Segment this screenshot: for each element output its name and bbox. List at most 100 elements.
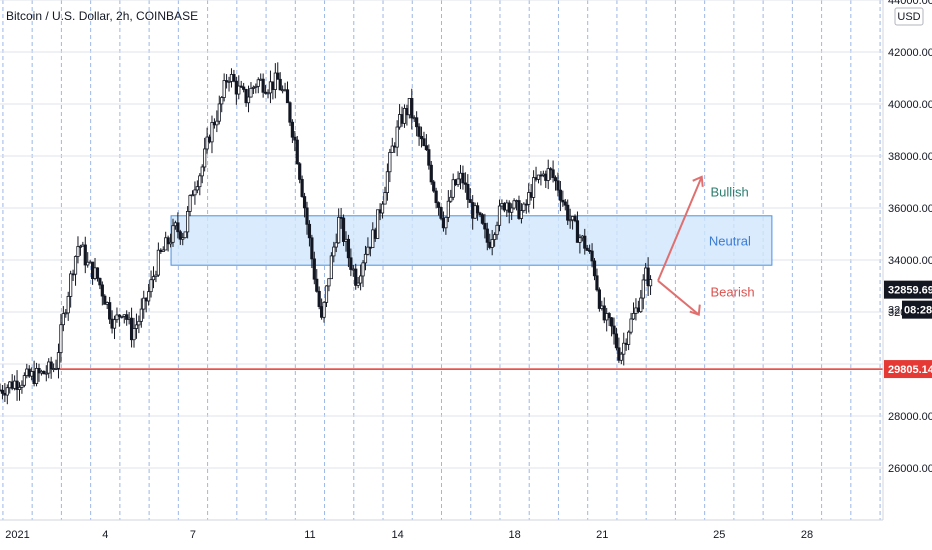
price-tick-label: 42000.00 [888, 47, 932, 59]
candle-body [149, 279, 153, 293]
candle-body [558, 189, 563, 201]
candle-body [139, 308, 143, 322]
candle-body [639, 297, 643, 313]
candle-body [359, 275, 363, 284]
candle-body [254, 85, 258, 88]
candle-body [285, 89, 290, 104]
candle-body [646, 267, 650, 287]
candle-body [220, 97, 224, 105]
candle-body [237, 85, 241, 95]
time-tick-label: 25 [713, 529, 725, 541]
candle-body [575, 220, 580, 243]
candle-body [427, 149, 431, 166]
candle-body [337, 216, 341, 244]
candle-body [631, 313, 636, 320]
candle-body [232, 74, 236, 82]
candle-body [415, 117, 419, 128]
candle-body [176, 222, 180, 233]
candle-body [566, 204, 570, 221]
candle-body [478, 212, 482, 216]
candle-body [629, 318, 633, 333]
candle-body [553, 177, 558, 182]
candle-body [300, 178, 304, 197]
candle-body [402, 108, 407, 124]
time-tick-label: 21 [596, 529, 608, 541]
candle-body [517, 200, 521, 219]
candle-body [134, 324, 139, 329]
candle-body [363, 253, 368, 264]
candle-body [483, 222, 487, 230]
candle-body [302, 196, 307, 209]
candle-body [64, 312, 68, 315]
candle-body [66, 295, 70, 314]
candle-body [61, 313, 65, 326]
time-tick-label: 28 [801, 529, 813, 541]
candle-body [349, 257, 353, 270]
candle-body [561, 199, 565, 203]
support-price-value: 29805.14 [888, 364, 932, 376]
time-tick-label: 11 [304, 529, 315, 541]
candle-body [573, 216, 577, 222]
candle-body [429, 164, 433, 183]
candle-body [648, 279, 653, 287]
candle-body [612, 325, 616, 335]
currency-badge[interactable]: USD [894, 7, 924, 26]
candle-body [242, 86, 246, 90]
candle-body [383, 192, 387, 205]
candle-body [410, 98, 414, 119]
candle-body [20, 384, 24, 388]
candle-body [312, 258, 316, 280]
candle-body [627, 331, 631, 345]
candle-body [324, 285, 329, 303]
candle-body [42, 370, 46, 375]
candle-body [15, 380, 19, 390]
candle-body [100, 284, 104, 297]
neutral-label: Neutral [709, 234, 751, 249]
price-tick-label: 26000.00 [888, 463, 932, 475]
candles [0, 62, 653, 405]
bearish-arrow[interactable] [657, 280, 700, 316]
candle-body [156, 249, 160, 276]
candle-body [310, 237, 314, 260]
candle-body [147, 291, 151, 302]
candle-body [395, 126, 399, 148]
neutral-zone[interactable]: Neutral [170, 215, 773, 266]
candle-body [493, 234, 497, 240]
scenario-arrows[interactable] [657, 175, 704, 316]
candle-body [293, 136, 297, 141]
candle-body [536, 174, 541, 180]
candle-body [329, 255, 333, 280]
candle-body [497, 205, 502, 226]
candle-body [117, 314, 121, 317]
support-price-tag: 29805.14 [884, 360, 932, 379]
candle-body [188, 195, 192, 212]
candle-body [419, 135, 424, 140]
countdown-value: 08:28 [904, 305, 932, 317]
candle-body [78, 245, 83, 248]
candle-body [456, 178, 460, 186]
candle-body [417, 126, 421, 137]
countdown-tag: 32 08:28 [888, 300, 932, 319]
bullish-arrow[interactable] [657, 176, 703, 282]
candle-body [83, 244, 87, 266]
candle-body [256, 79, 260, 87]
candle-body [44, 372, 48, 375]
candle-body [461, 172, 465, 184]
time-axis[interactable]: 2021 4 7 11 14 18 21 25 28 [5, 529, 813, 541]
candle-body [597, 289, 601, 309]
candle-body [244, 89, 248, 104]
candle-body [607, 313, 611, 319]
candle-body [203, 148, 207, 168]
candle-body [108, 302, 112, 320]
candle-body [434, 190, 438, 204]
candle-body [451, 179, 455, 198]
candle-body [154, 274, 158, 278]
candle-body [446, 200, 450, 218]
candle-body [380, 203, 385, 214]
candle-body [200, 166, 204, 177]
candle-body [522, 203, 526, 212]
candle-body [178, 231, 182, 240]
candle-body [115, 314, 119, 321]
candle-body [551, 169, 555, 178]
